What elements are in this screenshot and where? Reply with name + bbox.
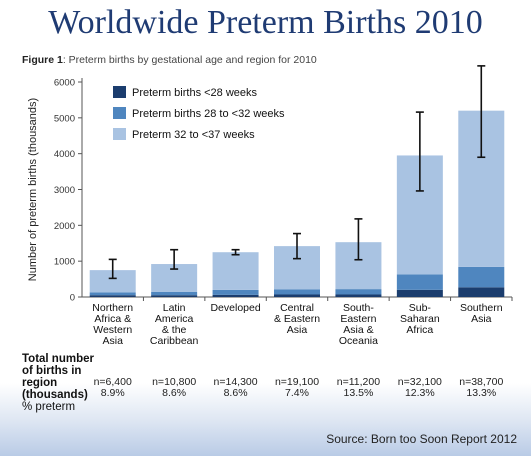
percent-preterm: 12.3%	[404, 387, 435, 399]
y-tick-label: 3000	[54, 185, 75, 196]
bar-segment	[396, 274, 443, 290]
stat-cell: n=19,100 7.4%	[265, 377, 329, 399]
total-births: n=38,700	[459, 376, 504, 388]
percent-preterm: 7.4%	[285, 387, 309, 399]
bar-segment	[335, 289, 382, 295]
bar-segment	[151, 291, 198, 296]
y-tick-label: 2000	[54, 221, 75, 232]
table-heading: Total number of births in region (thousa…	[22, 353, 94, 401]
total-births: n=14,300	[213, 376, 258, 388]
legend-swatch	[113, 107, 126, 119]
legend-swatch	[113, 86, 126, 98]
bar-segment	[458, 287, 505, 297]
table-row-heading: Total number of births in region (thousa…	[22, 353, 96, 413]
percent-preterm: 8.6%	[162, 387, 187, 399]
table-subheading: % preterm	[22, 401, 76, 413]
bar-segment	[396, 289, 443, 297]
total-births: n=10,800	[152, 376, 197, 388]
bar-segment	[212, 289, 259, 295]
legend-swatch	[113, 128, 126, 140]
category-label: Developed	[210, 302, 260, 314]
bar-segment	[274, 289, 320, 295]
figure-caption-text: : Preterm births by gestational age and …	[62, 54, 317, 66]
stat-cell: n=10,800 8.6%	[142, 377, 206, 399]
bar-segment	[212, 252, 259, 290]
total-births: n=32,100	[397, 376, 442, 388]
category-label: Latin America & the Caribbean	[150, 302, 199, 347]
stat-cell: n=6,400 8.9%	[81, 377, 145, 399]
percent-preterm: 13.5%	[343, 387, 374, 399]
slide-title: Worldwide Preterm Births 2010	[48, 4, 483, 41]
legend-label: Preterm births 28 to <32 weeks	[132, 108, 285, 120]
stat-cell: n=11,200 13.5%	[326, 377, 390, 399]
bar-segment	[89, 295, 136, 297]
percent-preterm: 13.3%	[466, 387, 497, 399]
total-births: n=6,400	[93, 376, 132, 388]
bar-segment	[212, 294, 259, 297]
bar-segment	[151, 295, 198, 297]
bar-segment	[335, 294, 382, 297]
y-tick-label: 1000	[54, 257, 75, 268]
bar-segment	[274, 294, 320, 297]
y-axis-label: Number of preterm births (thousands)	[27, 98, 39, 281]
y-tick-label: 6000	[54, 78, 75, 89]
legend-label: Preterm births <28 weeks	[132, 87, 258, 99]
percent-preterm: 8.9%	[100, 387, 125, 399]
bar-segment	[458, 266, 505, 288]
source-note: Source: Born too Soon Report 2012	[326, 432, 517, 446]
legend-label: Preterm 32 to <37 weeks	[132, 129, 255, 141]
category-label: Southern Asia	[460, 302, 503, 325]
category-label: Northern Africa & Western Asia	[92, 302, 133, 347]
stat-cell: n=38,700 13.3%	[449, 377, 513, 399]
y-tick-label: 0	[70, 293, 75, 304]
y-tick-label: 5000	[54, 113, 75, 124]
stat-cell: n=32,100 12.3%	[388, 377, 452, 399]
y-tick-label: 4000	[54, 149, 75, 160]
total-births: n=11,200	[336, 376, 381, 388]
category-label: South-Eastern Asia & Oceania	[339, 302, 378, 347]
total-births: n=19,100	[274, 376, 320, 388]
category-label: Central & Eastern Asia	[274, 302, 320, 336]
percent-preterm: 8.6%	[223, 387, 248, 399]
figure-label: Figure 1	[22, 54, 63, 66]
figure-caption: Figure 1: Preterm births by gestational …	[22, 54, 317, 66]
category-label: Sub-Saharan Africa	[400, 302, 440, 336]
bar-segment	[89, 292, 136, 296]
bar-segment	[89, 270, 136, 293]
stat-cell: n=14,300 8.6%	[204, 377, 268, 399]
